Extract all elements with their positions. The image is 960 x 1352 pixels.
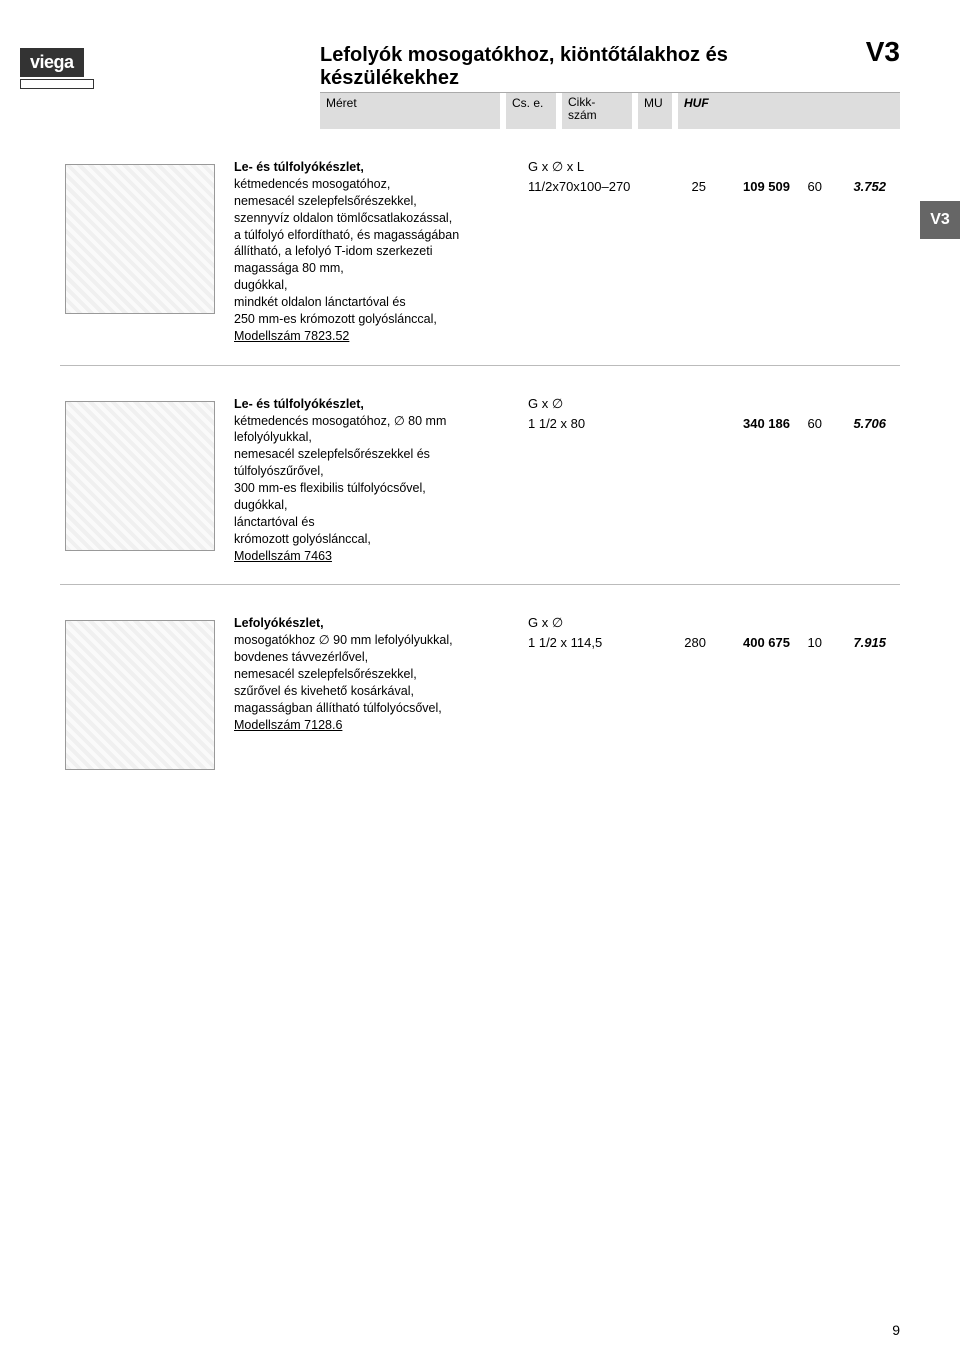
product-desc-line: a túlfolyó elfordítható, és magasságában bbox=[234, 227, 514, 244]
size-cell: 11/2x70x100–270 bbox=[528, 179, 668, 194]
product-desc-line: magassága 80 mm, bbox=[234, 260, 514, 277]
product-block: Le- és túlfolyókészlet,kétmedencés mosog… bbox=[60, 159, 900, 345]
product-image bbox=[60, 396, 220, 556]
product-desc-line: mosogatókhoz ∅ 90 mm lefolyólyukkal, bbox=[234, 632, 514, 649]
page-code: V3 bbox=[866, 36, 900, 68]
separator bbox=[60, 584, 900, 585]
brand-logo-text: viega bbox=[20, 48, 84, 77]
product-data-row: 1 1/2 x 114,5 280 400 675 10 7.915 bbox=[528, 635, 900, 650]
col-cikk-l2: szám bbox=[568, 109, 597, 122]
product-data-row: 1 1/2 x 80 340 186 60 5.706 bbox=[528, 416, 900, 431]
product-desc-line: szűrővel és kivehető kosárkával, bbox=[234, 683, 514, 700]
size-cell: 1 1/2 x 80 bbox=[528, 416, 668, 431]
qty-cell bbox=[676, 416, 706, 431]
product-data: G x ∅ x L11/2x70x100–270 25 109 509 60 3.752 bbox=[528, 159, 900, 345]
col-cse: Cs. e. bbox=[506, 93, 556, 129]
product-image bbox=[60, 159, 220, 319]
page-number: 9 bbox=[892, 1322, 900, 1338]
qty-cell: 280 bbox=[676, 635, 706, 650]
mu-cell: 60 bbox=[798, 179, 822, 194]
side-tab: V3 bbox=[920, 201, 960, 239]
product-desc-line: 250 mm-es krómozott golyóslánccal, bbox=[234, 311, 514, 328]
col-meret: Méret bbox=[320, 93, 500, 129]
mu-cell: 10 bbox=[798, 635, 822, 650]
product-description: Lefolyókészlet,mosogatókhoz ∅ 90 mm lefo… bbox=[234, 615, 514, 775]
drain-illustration bbox=[65, 620, 215, 770]
product-desc-line: mindkét oldalon lánctartóval és bbox=[234, 294, 514, 311]
product-desc-line: dugókkal, bbox=[234, 277, 514, 294]
product-data-row: 11/2x70x100–270 25 109 509 60 3.752 bbox=[528, 179, 900, 194]
article-cell: 400 675 bbox=[714, 635, 790, 650]
price-cell: 3.752 bbox=[830, 179, 886, 194]
product-desc-line: dugókkal, bbox=[234, 497, 514, 514]
product-desc-line: krómozott golyóslánccal, bbox=[234, 531, 514, 548]
product-data-header: G x ∅ bbox=[528, 396, 900, 416]
product-data-header: G x ∅ x L bbox=[528, 159, 900, 179]
drain-illustration bbox=[65, 164, 215, 314]
product-description: Le- és túlfolyókészlet,kétmedencés mosog… bbox=[234, 159, 514, 345]
col-huf: HUF bbox=[678, 93, 900, 129]
product-desc-line: lánctartóval és bbox=[234, 514, 514, 531]
price-cell: 5.706 bbox=[830, 416, 886, 431]
product-desc-line: nemesacél szelepfelsőrészekkel, bbox=[234, 666, 514, 683]
product-model: Modellszám 7463 bbox=[234, 548, 514, 565]
product-data-header: G x ∅ bbox=[528, 615, 900, 635]
separator bbox=[60, 365, 900, 366]
price-cell: 7.915 bbox=[830, 635, 886, 650]
page-title: Lefolyók mosogatókhoz, kiöntőtálakhoz és… bbox=[320, 44, 854, 90]
product-image bbox=[60, 615, 220, 775]
product-model: Modellszám 7128.6 bbox=[234, 717, 514, 734]
brand-underline bbox=[20, 79, 94, 89]
page-header: Lefolyók mosogatókhoz, kiöntőtálakhoz és… bbox=[320, 36, 900, 129]
product-desc-line: 300 mm-es flexibilis túlfolyócsővel, bbox=[234, 480, 514, 497]
title-row: Lefolyók mosogatókhoz, kiöntőtálakhoz és… bbox=[320, 36, 900, 93]
size-cell: 1 1/2 x 114,5 bbox=[528, 635, 668, 650]
product-model: Modellszám 7823.52 bbox=[234, 328, 514, 345]
product-description: Le- és túlfolyókészlet,kétmedencés mosog… bbox=[234, 396, 514, 565]
product-desc-line: lefolyólyukkal, bbox=[234, 429, 514, 446]
product-title: Le- és túlfolyókészlet, bbox=[234, 159, 514, 176]
mu-cell: 60 bbox=[798, 416, 822, 431]
product-desc-line: kétmedencés mosogatóhoz, ∅ 80 mm bbox=[234, 413, 514, 430]
qty-cell: 25 bbox=[676, 179, 706, 194]
product-title: Lefolyókészlet, bbox=[234, 615, 514, 632]
product-desc-line: túlfolyószűrővel, bbox=[234, 463, 514, 480]
product-block: Lefolyókészlet,mosogatókhoz ∅ 90 mm lefo… bbox=[60, 615, 900, 775]
product-data: G x ∅1 1/2 x 80 340 186 60 5.706 bbox=[528, 396, 900, 565]
product-block: Le- és túlfolyókészlet,kétmedencés mosog… bbox=[60, 396, 900, 565]
product-desc-line: magasságban állítható túlfolyócsővel, bbox=[234, 700, 514, 717]
article-cell: 109 509 bbox=[714, 179, 790, 194]
product-desc-line: nemesacél szelepfelsőrészekkel és bbox=[234, 446, 514, 463]
column-headers: Méret Cs. e. Cikk- szám MU HUF bbox=[320, 93, 900, 129]
product-data: G x ∅1 1/2 x 114,5 280 400 675 10 7.915 bbox=[528, 615, 900, 775]
article-cell: 340 186 bbox=[714, 416, 790, 431]
product-desc-line: nemesacél szelepfelsőrészekkel, bbox=[234, 193, 514, 210]
product-title: Le- és túlfolyókészlet, bbox=[234, 396, 514, 413]
drain-illustration bbox=[65, 401, 215, 551]
product-desc-line: kétmedencés mosogatóhoz, bbox=[234, 176, 514, 193]
product-desc-line: szennyvíz oldalon tömlőcsatlakozással, bbox=[234, 210, 514, 227]
brand-logo: viega bbox=[20, 48, 94, 89]
product-desc-line: állítható, a lefolyó T-idom szerkezeti bbox=[234, 243, 514, 260]
col-mu: MU bbox=[638, 93, 672, 129]
product-desc-line: bovdenes távvezérlővel, bbox=[234, 649, 514, 666]
col-cikk: Cikk- szám bbox=[562, 93, 632, 129]
